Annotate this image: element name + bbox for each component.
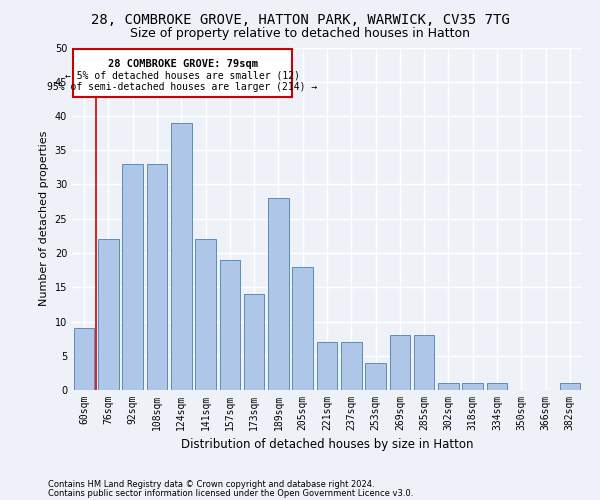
Text: 28 COMBROKE GROVE: 79sqm: 28 COMBROKE GROVE: 79sqm [107,59,257,69]
Text: ← 5% of detached houses are smaller (12): ← 5% of detached houses are smaller (12) [65,71,300,81]
Text: Contains HM Land Registry data © Crown copyright and database right 2024.: Contains HM Land Registry data © Crown c… [48,480,374,489]
Bar [414,335,434,390]
Bar [292,266,313,390]
Bar [244,294,265,390]
Bar [341,342,362,390]
Text: Contains public sector information licensed under the Open Government Licence v3: Contains public sector information licen… [48,488,413,498]
Bar [122,164,143,390]
Bar [268,198,289,390]
Bar [220,260,240,390]
Text: Size of property relative to detached houses in Hatton: Size of property relative to detached ho… [130,28,470,40]
Bar [146,164,167,390]
Bar [317,342,337,390]
Bar [389,335,410,390]
Bar [195,240,216,390]
Bar [560,383,580,390]
Bar [98,240,119,390]
X-axis label: Distribution of detached houses by size in Hatton: Distribution of detached houses by size … [181,438,473,452]
Text: 95% of semi-detached houses are larger (214) →: 95% of semi-detached houses are larger (… [47,82,317,92]
Bar [438,383,459,390]
FancyBboxPatch shape [73,49,292,97]
Bar [463,383,483,390]
Bar [171,123,191,390]
Y-axis label: Number of detached properties: Number of detached properties [39,131,49,306]
Bar [487,383,508,390]
Bar [365,362,386,390]
Bar [74,328,94,390]
Text: 28, COMBROKE GROVE, HATTON PARK, WARWICK, CV35 7TG: 28, COMBROKE GROVE, HATTON PARK, WARWICK… [91,12,509,26]
